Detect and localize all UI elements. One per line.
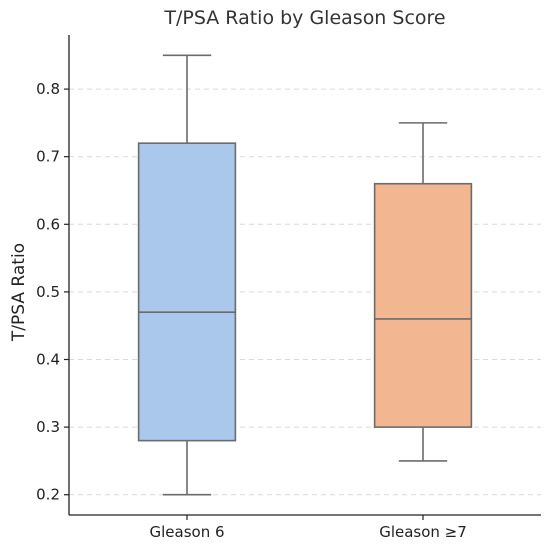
box-group-2: [373, 122, 473, 462]
iqr-box: [137, 142, 237, 442]
axes: [68, 35, 541, 516]
y-tick-label: 0.3: [36, 418, 60, 436]
x-tick-label: Gleason 6: [149, 523, 224, 541]
y-tick-label: 0.5: [36, 283, 60, 301]
y-tick-label: 0.7: [36, 148, 60, 166]
x-tick-label: Gleason ≥7: [379, 523, 467, 541]
chart-title: T/PSA Ratio by Gleason Score: [163, 7, 445, 29]
grid-lines: [69, 88, 541, 496]
boxes: [137, 54, 473, 496]
y-tick-label: 0.2: [36, 486, 60, 504]
y-tick-label: 0.4: [36, 351, 60, 369]
y-tick-label: 0.6: [36, 215, 60, 233]
y-axis-label: T/PSA Ratio: [9, 243, 29, 342]
tick-labels: 0.2 0.3 0.4 0.5 0.6 0.7 0.8 Gleason 6 Gleason ≥7: [36, 80, 467, 541]
iqr-box: [373, 182, 473, 428]
y-tick-label: 0.8: [36, 80, 60, 98]
box-group-1: [137, 54, 237, 496]
